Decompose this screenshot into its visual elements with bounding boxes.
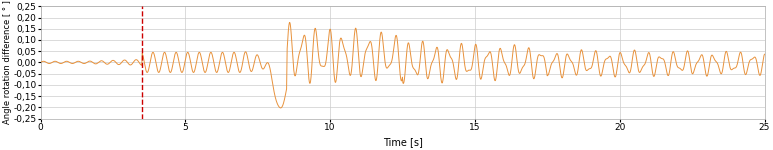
Y-axis label: Angle rotation difference [ ° ]: Angle rotation difference [ ° ]: [3, 0, 12, 124]
X-axis label: Time [s]: Time [s]: [383, 137, 423, 147]
